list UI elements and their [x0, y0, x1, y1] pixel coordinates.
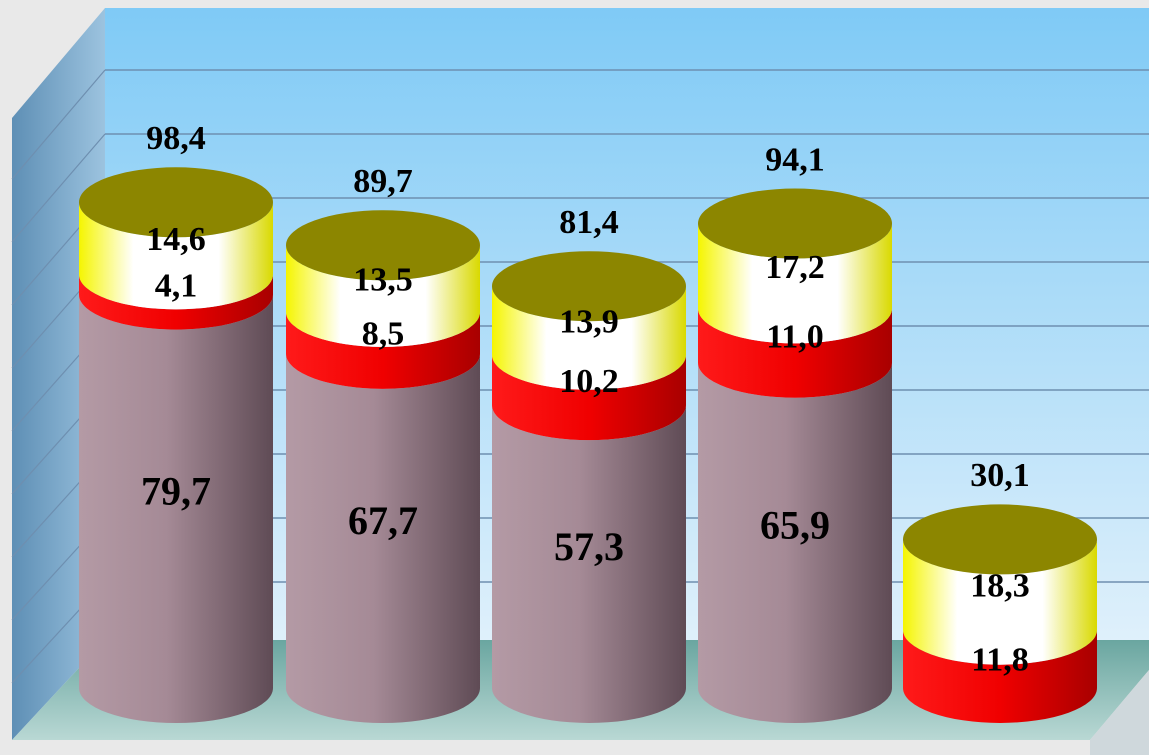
- segment-label: 79,7: [141, 468, 211, 513]
- bar-2: [286, 210, 480, 723]
- bar-top-cap: [286, 210, 480, 281]
- total-label: 94,1: [765, 141, 825, 178]
- segment-label: 17,2: [765, 249, 825, 286]
- total-label: 89,7: [353, 163, 413, 200]
- bar-segment: [286, 353, 480, 723]
- segment-label: 13,5: [353, 261, 413, 298]
- bar-5: [903, 504, 1097, 723]
- segment-label: 11,8: [971, 642, 1029, 679]
- bar-top-cap: [698, 188, 892, 259]
- bar-top-cap: [79, 167, 273, 238]
- bar-segment: [903, 629, 1097, 723]
- bar-segment: [492, 354, 686, 441]
- bar-3: [492, 251, 686, 723]
- bar-segment: [286, 245, 480, 347]
- data-labels: 79,7 4,1 14,6 98,4 67,7 8,5 13,5 89,7 57,3 10,2 13…: [141, 120, 1030, 679]
- right-floor-edge: [1090, 670, 1149, 755]
- segment-label: 57,3: [554, 524, 624, 569]
- segment-label: 67,7: [348, 498, 418, 543]
- bar-segment: [492, 405, 686, 723]
- segment-label: 65,9: [760, 503, 830, 548]
- bar-segment: [286, 311, 480, 389]
- bar-segment: [903, 539, 1097, 665]
- total-label: 81,4: [559, 204, 619, 241]
- segment-label: 18,3: [970, 567, 1030, 604]
- bar-4: [698, 188, 892, 723]
- bar-segment: [79, 294, 273, 723]
- bar-segment: [698, 223, 892, 344]
- segment-label: 13,9: [559, 303, 619, 340]
- segment-label: 4,1: [155, 267, 198, 304]
- segment-label: 8,5: [362, 316, 405, 353]
- bar-segment: [79, 202, 273, 310]
- bar-1: [79, 167, 273, 723]
- segment-label: 11,0: [766, 318, 824, 355]
- bar-segment: [492, 286, 686, 390]
- bar-segment: [79, 274, 273, 330]
- segment-label: 10,2: [559, 363, 619, 400]
- bar-segment: [698, 308, 892, 398]
- bars: [79, 167, 1097, 723]
- total-label: 98,4: [146, 120, 206, 157]
- bar-segment: [698, 362, 892, 723]
- bar-top-cap: [492, 251, 686, 322]
- gridline-side: [11, 69, 106, 180]
- total-label: 30,1: [970, 457, 1030, 494]
- gridline-side: [11, 133, 106, 243]
- segment-label: 14,6: [146, 221, 206, 258]
- bar-top-cap: [903, 504, 1097, 575]
